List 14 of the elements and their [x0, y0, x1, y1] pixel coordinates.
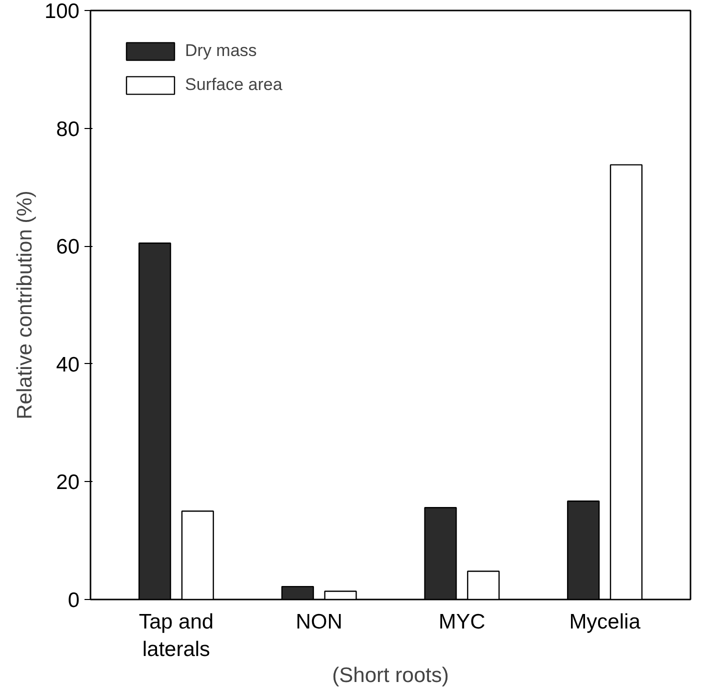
legend-label: Surface area — [185, 75, 282, 95]
x-tick-label: Mycelia — [569, 610, 641, 634]
x-tick-label: NON — [296, 610, 342, 634]
x-tick-label: Tap and laterals — [138, 610, 214, 662]
y-tick-label: 0 — [68, 589, 80, 612]
x-tick-label: MYC — [438, 610, 486, 634]
y-tick-label: 20 — [56, 471, 80, 494]
legend-label: Dry mass — [185, 41, 257, 61]
text: (Short roots) — [332, 664, 449, 688]
y-tick-label: 80 — [56, 118, 80, 141]
y-axis-title: Relative contribution (%) — [13, 190, 36, 420]
y-tick-label: 100 — [44, 0, 80, 23]
y-tick-label: 60 — [56, 236, 80, 259]
y-tick-label: 40 — [56, 353, 80, 376]
